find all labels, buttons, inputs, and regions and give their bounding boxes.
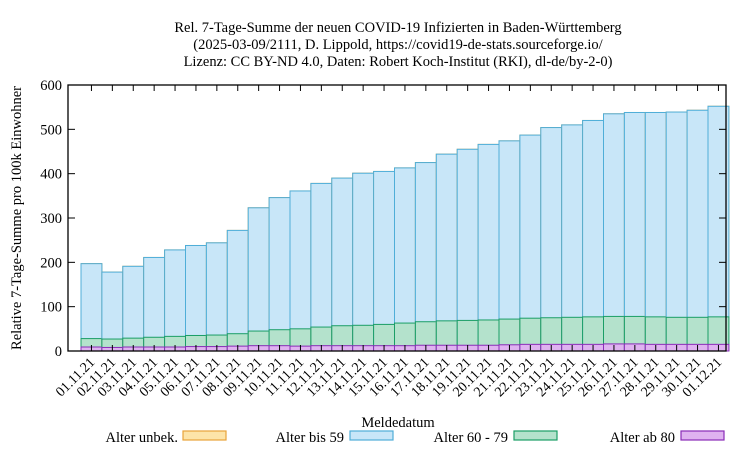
chart-title-line-3: Lizenz: CC BY-ND 4.0, Daten: Robert Koch… xyxy=(184,54,613,70)
legend-label-alter-ab-80: Alter ab 80 xyxy=(610,430,675,446)
bars-group xyxy=(80,105,730,352)
y-tick-label: 400 xyxy=(40,167,62,183)
plot-frame xyxy=(67,84,727,352)
bar-alter-bis-59-7 xyxy=(226,229,249,352)
y-tick-label: 300 xyxy=(40,211,62,227)
legend-label-alter-bis-59: Alter bis 59 xyxy=(276,430,344,446)
y-axis-label: Relative 7-Tage-Summe pro 100k Einwohner xyxy=(9,86,25,350)
legend-swatch-alter-unbek- xyxy=(182,430,227,441)
bar-alter-bis-59-13 xyxy=(352,172,375,352)
legend-swatch-alter-60-79 xyxy=(513,430,558,441)
bar-alter-bis-59-28 xyxy=(665,111,688,352)
legend: Alter unbek. Alter bis 59 Alter 60 - 79 Alt… xyxy=(106,430,725,446)
y-tick-label: 200 xyxy=(40,255,62,271)
x-axis-label: Meldedatum xyxy=(361,415,435,431)
bar-alter-bis-59-25 xyxy=(603,113,625,352)
bar-alter-bis-59-27 xyxy=(644,111,667,352)
y-tick-label: 0 xyxy=(55,344,62,360)
y-tick-label: 100 xyxy=(40,300,62,316)
bar-alter-bis-59-26 xyxy=(623,111,646,352)
bar-alter-bis-59-4 xyxy=(164,249,187,352)
bar-alter-bis-59-10 xyxy=(289,190,312,352)
bar-alter-bis-59-8 xyxy=(247,207,270,352)
bar-alter-bis-59-29 xyxy=(686,109,709,352)
chart-title-line-1: Rel. 7-Tage-Summe der neuen COVID-19 Inf… xyxy=(174,20,621,36)
legend-label-alter-unbek-: Alter unbek. xyxy=(106,430,178,446)
bar-alter-bis-59-0 xyxy=(80,263,103,352)
chart-title-line-2: (2025-03-09/2111, D. Lippold, https://co… xyxy=(193,37,603,53)
bar-alter-bis-59-12 xyxy=(331,177,354,352)
y-axis: 0 100 200 300 400 500 600 xyxy=(40,78,726,360)
y-tick-label: 600 xyxy=(40,78,62,94)
legend-label-alter-60-79: Alter 60 - 79 xyxy=(434,430,509,446)
bar-alter-bis-59-11 xyxy=(310,182,333,352)
bar-alter-bis-59-9 xyxy=(268,197,291,352)
legend-swatch-alter-bis-59 xyxy=(349,430,394,441)
legend-swatch-alter-ab-80 xyxy=(680,430,725,441)
y-tick-label: 500 xyxy=(40,122,62,138)
